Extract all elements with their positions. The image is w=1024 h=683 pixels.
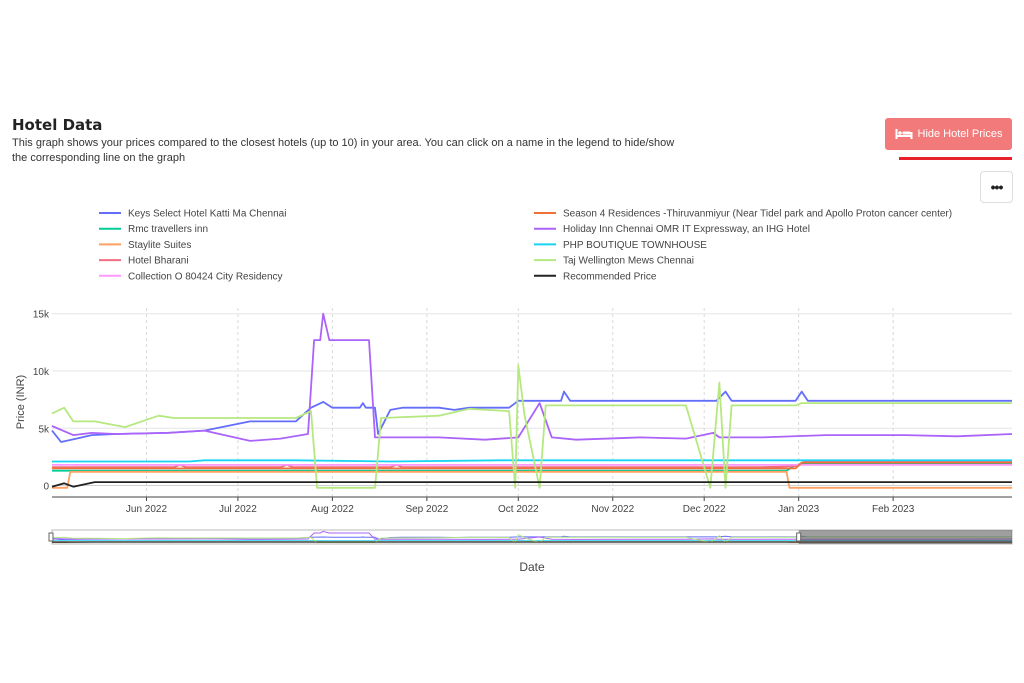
hide-hotel-prices-button[interactable]: Hide Hotel Prices [885,118,1012,150]
x-tick-label: Jul 2022 [219,504,257,515]
slider-series-line [51,530,1013,540]
legend-item[interactable]: Taj Wellington Mews Chennai [534,256,694,267]
slider-series-line [51,533,1012,544]
chart-description: This graph shows your prices compared to… [12,137,675,164]
x-axis-label: Date [519,560,545,574]
bed-icon [895,129,912,139]
chart-legend: Keys Select Hotel Katti Ma Chennai Rmc tr… [99,209,952,282]
series-line[interactable] [52,470,1012,489]
legend-item[interactable]: Staylite Suites [99,240,191,251]
series-line[interactable] [52,461,1012,470]
legend-label: Season 4 Residences -Thiruvanmiyur (Near… [563,209,952,220]
slider-series-line [51,535,1012,541]
x-axis: Jun 2022 Jul 2022 Aug 2022 Sep 2022 Oct 2022… [52,496,1012,515]
legend-label: PHP BOUTIQUE TOWNHOUSE [563,240,707,251]
legend-item[interactable]: PHP BOUTIQUE TOWNHOUSE [534,240,707,251]
legend-item[interactable]: Rmc travellers inn [99,224,208,235]
slider-track[interactable] [51,529,1013,545]
legend-label: Rmc travellers inn [128,224,208,235]
series-line[interactable] [51,481,1012,488]
series-line[interactable] [52,460,1012,469]
hide-button-label: Hide Hotel Prices [917,128,1003,140]
legend-item[interactable]: Recommended Price [534,271,657,282]
more-options-button[interactable]: ••• [980,171,1013,203]
series-line[interactable] [51,312,1013,442]
series-line[interactable] [51,390,1012,443]
x-tick-label: Nov 2022 [591,504,634,515]
legend-label: Collection O 80424 City Residency [128,271,283,282]
x-tick-label: Jan 2023 [778,504,820,515]
legend-item[interactable]: Hotel Bharani [99,256,189,267]
active-underline [899,157,1012,160]
x-tick-label: Aug 2022 [311,504,354,515]
y-tick-label: 0 [43,482,49,493]
slider-mask [798,530,1012,544]
x-tick-label: Dec 2022 [683,504,726,515]
legend-label: Taj Wellington Mews Chennai [563,256,694,267]
x-tick-label: Jun 2022 [126,504,168,515]
page-title: Hotel Data [12,116,103,134]
series-line[interactable] [51,364,1012,489]
y-axis: 0 5k 10k 15k [33,310,50,493]
slider-handle-left[interactable] [48,532,54,542]
legend-label: Staylite Suites [128,240,191,251]
y-axis-label: Price (INR) [15,375,27,429]
slider-series-line [52,540,1012,543]
chart-grid [52,308,1012,497]
series-line[interactable] [52,459,1012,463]
slider-handle-right[interactable] [796,532,802,542]
x-tick-label: Oct 2022 [498,504,539,515]
legend-item[interactable]: Holiday Inn Chennai OMR IT Expressway, a… [534,224,810,235]
legend-label: Holiday Inn Chennai OMR IT Expressway, a… [563,224,810,235]
y-tick-label: 5k [38,424,50,435]
chart-lines [51,312,1013,489]
y-tick-label: 10k [33,367,50,378]
legend-label: Hotel Bharani [128,256,189,267]
legend-label: Keys Select Hotel Katti Ma Chennai [128,209,286,220]
legend-label: Recommended Price [563,271,657,282]
range-slider[interactable] [48,529,1013,545]
legend-item[interactable]: Keys Select Hotel Katti Ma Chennai [99,209,286,220]
y-tick-label: 15k [33,310,50,321]
x-tick-label: Sep 2022 [405,504,448,515]
legend-item[interactable]: Season 4 Residences -Thiruvanmiyur (Near… [534,209,952,220]
legend-item[interactable]: Collection O 80424 City Residency [99,271,283,282]
series-line[interactable] [52,462,1012,472]
x-tick-label: Feb 2023 [872,504,915,515]
